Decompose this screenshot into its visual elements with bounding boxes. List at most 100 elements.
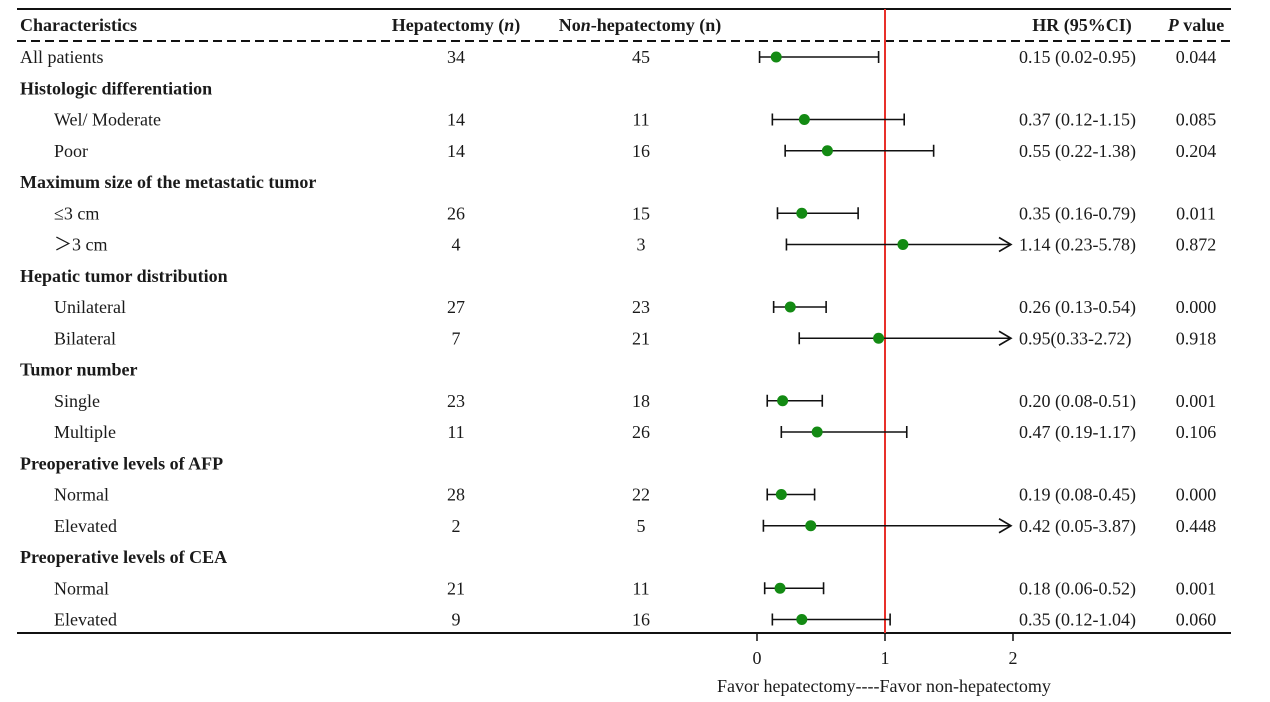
- header-hr: HR (95%CI): [1032, 15, 1132, 36]
- non-hepatectomy-count: 21: [632, 328, 650, 348]
- hr-ci-text: 0.37 (0.12-1.15): [1019, 110, 1136, 131]
- hr-ci-text: 1.14 (0.23-5.78): [1019, 235, 1136, 256]
- hepatectomy-count: 28: [447, 485, 465, 505]
- p-value: 0.060: [1176, 610, 1217, 630]
- hr-ci-text: 0.47 (0.19-1.17): [1019, 422, 1136, 443]
- x-axis: 0 1 2 Favor hepatectomy----Favor non-hepate…: [717, 633, 1051, 696]
- hr-point: [796, 207, 808, 219]
- non-hepatectomy-count: 3: [637, 235, 646, 255]
- non-hepatectomy-count: 16: [632, 141, 650, 161]
- group-label: Maximum size of the metastatic tumor: [20, 172, 316, 192]
- row-label: All patients: [20, 47, 104, 67]
- hr-point: [784, 301, 796, 313]
- non-hepatectomy-count: 11: [632, 578, 649, 598]
- hr-point: [796, 614, 808, 625]
- hr-point: [775, 489, 787, 500]
- row-label: Elevated: [54, 610, 117, 630]
- group-label: Hepatic tumor distribution: [20, 266, 228, 286]
- row-label: Elevated: [54, 516, 117, 536]
- p-value: 0.011: [1176, 203, 1216, 223]
- header-characteristics: Characteristics: [20, 15, 137, 35]
- ci-arrow-head: [998, 518, 1013, 534]
- hepatectomy-count: 14: [447, 141, 465, 161]
- hepatectomy-count: 7: [452, 328, 461, 348]
- row-label: ＞3 cm: [54, 235, 108, 255]
- header-non-hepatectomy: Non-hepatectomy (n): [559, 15, 721, 36]
- hr-ci-text: 0.35 (0.16-0.79): [1019, 203, 1136, 224]
- non-hepatectomy-count: 45: [632, 47, 650, 67]
- row-label: Normal: [54, 485, 109, 505]
- hepatectomy-count: 27: [447, 297, 465, 317]
- p-value: 0.000: [1176, 297, 1217, 317]
- hr-ci-text: 0.19 (0.08-0.45): [1019, 485, 1136, 506]
- row-label: Normal: [54, 578, 109, 598]
- hr-point: [805, 520, 817, 532]
- hepatectomy-count: 23: [447, 391, 465, 411]
- hr-ci-text: 0.15 (0.02-0.95): [1019, 47, 1136, 68]
- row-label: Single: [54, 391, 100, 411]
- p-value: 0.918: [1176, 328, 1217, 348]
- x-tick-label: 0: [753, 648, 762, 668]
- p-value: 0.872: [1176, 235, 1217, 255]
- row-label: ≤3 cm: [54, 203, 99, 223]
- non-hepatectomy-count: 15: [632, 203, 650, 223]
- hr-point: [897, 239, 909, 250]
- p-value: 0.448: [1176, 516, 1217, 536]
- p-value: 0.085: [1176, 110, 1217, 130]
- non-hepatectomy-count: 22: [632, 485, 650, 505]
- p-value: 0.106: [1176, 422, 1217, 442]
- row-label: Wel/ Moderate: [54, 110, 161, 130]
- hr-ci-text: 0.26 (0.13-0.54): [1019, 297, 1136, 318]
- row-label: Multiple: [54, 422, 116, 442]
- hr-point: [774, 582, 786, 594]
- group-label: Tumor number: [20, 360, 138, 380]
- x-tick-label: 1: [881, 648, 890, 668]
- group-label: Histologic differentiation: [20, 78, 212, 98]
- hr-point: [770, 51, 782, 63]
- p-value: 0.044: [1176, 47, 1217, 67]
- hepatectomy-count: 2: [452, 516, 461, 536]
- hr-point: [798, 114, 810, 125]
- group-label: Preoperative levels of CEA: [20, 547, 227, 567]
- hepatectomy-count: 34: [447, 47, 465, 67]
- p-value: 0.204: [1176, 141, 1217, 161]
- hepatectomy-count: 9: [452, 610, 461, 630]
- non-hepatectomy-count: 11: [632, 110, 649, 130]
- hr-ci-text: 0.55 (0.22-1.38): [1019, 141, 1136, 162]
- row-label: Unilateral: [54, 297, 126, 317]
- hr-point: [777, 395, 789, 407]
- x-axis-label: Favor hepatectomy----Favor non-hepatecto…: [717, 676, 1051, 696]
- hepatectomy-count: 26: [447, 203, 465, 223]
- hr-ci-text: 0.18 (0.06-0.52): [1019, 578, 1136, 599]
- row-label: Poor: [54, 141, 88, 161]
- hepatectomy-count: 21: [447, 578, 465, 598]
- ci-arrow-head: [998, 330, 1013, 346]
- hr-point: [811, 426, 823, 438]
- p-value: 0.000: [1176, 485, 1217, 505]
- non-hepatectomy-count: 18: [632, 391, 650, 411]
- hr-ci-text: 0.35 (0.12-1.04): [1019, 610, 1136, 631]
- hr-ci-text: 0.95(0.33-2.72): [1019, 328, 1131, 349]
- header-hepatectomy: Hepatectomy (n): [392, 15, 520, 36]
- hr-ci-text: 0.20 (0.08-0.51): [1019, 391, 1136, 412]
- ci-arrow-head: [998, 236, 1013, 253]
- hr-ci-text: 0.42 (0.05-3.87): [1019, 516, 1136, 537]
- p-value: 0.001: [1176, 391, 1217, 411]
- hr-point: [821, 145, 833, 157]
- table-rows: All patients 34 45 0.15 (0.02-0.95) 0.044His…: [20, 47, 1216, 631]
- non-hepatectomy-count: 23: [632, 297, 650, 317]
- hepatectomy-count: 14: [447, 110, 465, 130]
- non-hepatectomy-count: 5: [637, 516, 646, 536]
- row-label: Bilateral: [54, 328, 116, 348]
- plot-area: [758, 9, 1013, 633]
- hr-point: [873, 332, 885, 344]
- p-value: 0.001: [1176, 578, 1217, 598]
- non-hepatectomy-count: 16: [632, 610, 650, 630]
- non-hepatectomy-count: 26: [632, 422, 650, 442]
- header-p-value: P value: [1167, 15, 1225, 35]
- x-tick-label: 2: [1009, 648, 1018, 668]
- hepatectomy-count: 11: [447, 422, 464, 442]
- group-label: Preoperative levels of AFP: [20, 453, 223, 473]
- hepatectomy-count: 4: [452, 235, 461, 255]
